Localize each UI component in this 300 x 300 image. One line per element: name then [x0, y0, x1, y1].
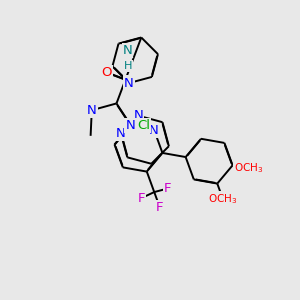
Text: N: N: [116, 127, 126, 140]
Text: N: N: [123, 44, 132, 57]
Text: N: N: [125, 119, 135, 132]
Text: O: O: [101, 66, 112, 79]
Text: F: F: [138, 192, 145, 205]
Text: OCH$_3$: OCH$_3$: [208, 192, 238, 206]
Text: H: H: [124, 61, 132, 71]
Text: Cl: Cl: [137, 119, 150, 132]
Text: F: F: [156, 201, 164, 214]
Text: N: N: [134, 109, 143, 122]
Text: N: N: [124, 76, 134, 89]
Text: N: N: [87, 104, 97, 117]
Text: N: N: [149, 124, 159, 136]
Text: F: F: [164, 182, 172, 195]
Text: OCH$_3$: OCH$_3$: [234, 161, 264, 175]
